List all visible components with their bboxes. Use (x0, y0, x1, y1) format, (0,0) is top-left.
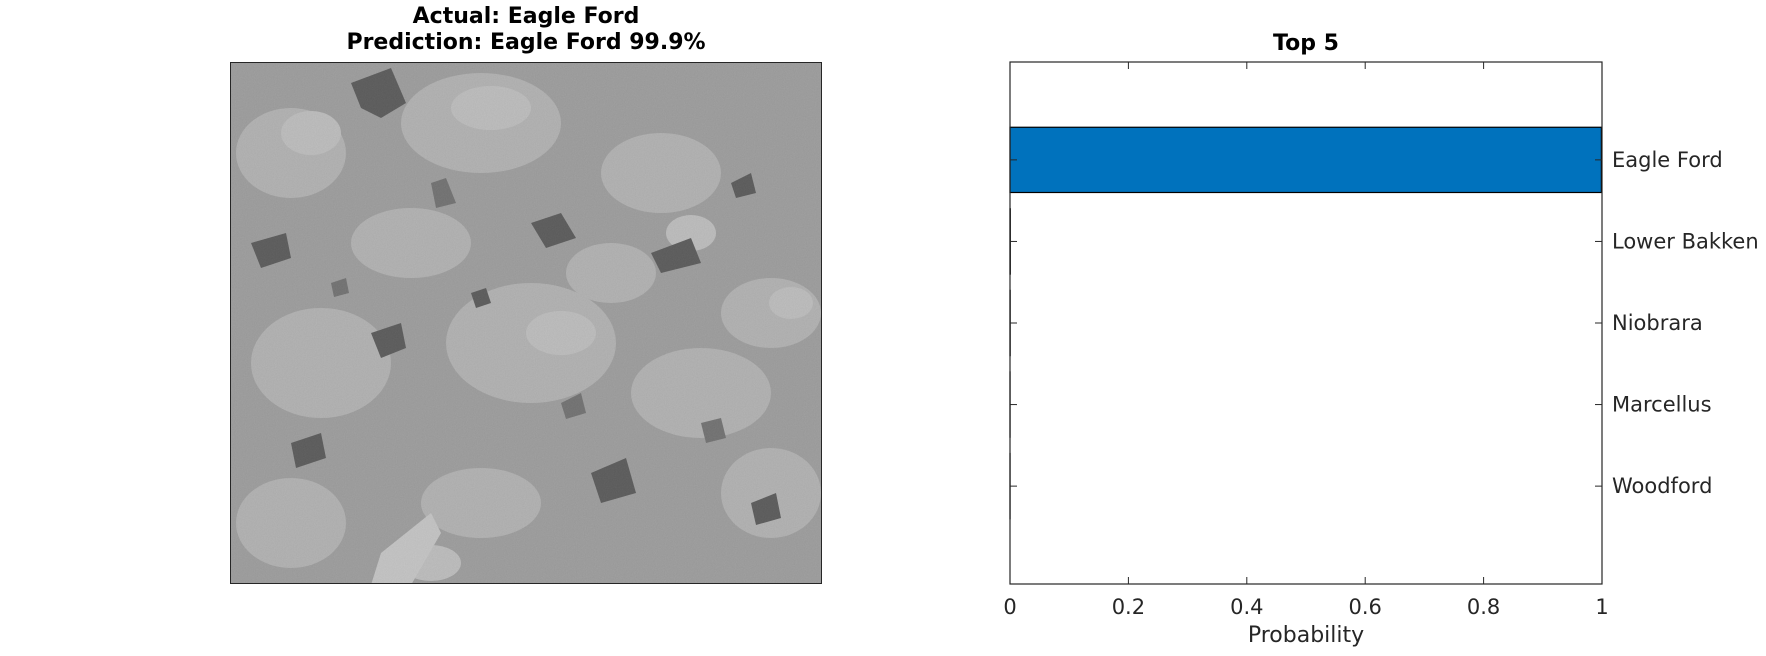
x-tick-label: 0.2 (1112, 595, 1145, 619)
y-tick-label: Niobrara (1612, 311, 1703, 335)
x-tick-label: 0.6 (1348, 595, 1381, 619)
x-tick-label: 0 (1003, 595, 1016, 619)
x-axis-label: Probability (1248, 623, 1364, 648)
x-tick-label: 0.4 (1230, 595, 1263, 619)
rock-sample-image (230, 62, 822, 584)
chart-title: Top 5 (1273, 31, 1339, 56)
image-title-actual: Actual: Eagle Ford (412, 4, 640, 29)
y-tick-label: Lower Bakken (1612, 229, 1759, 253)
y-tick-label: Woodford (1612, 474, 1712, 498)
x-tick-label: 0.8 (1467, 595, 1500, 619)
y-tick-label: Marcellus (1612, 393, 1712, 417)
image-title-prediction: Prediction: Eagle Ford 99.9% (346, 30, 706, 55)
x-tick-label: 1 (1595, 595, 1608, 619)
y-tick-label: Eagle Ford (1612, 148, 1723, 172)
bar-eagle-ford (1009, 126, 1603, 194)
